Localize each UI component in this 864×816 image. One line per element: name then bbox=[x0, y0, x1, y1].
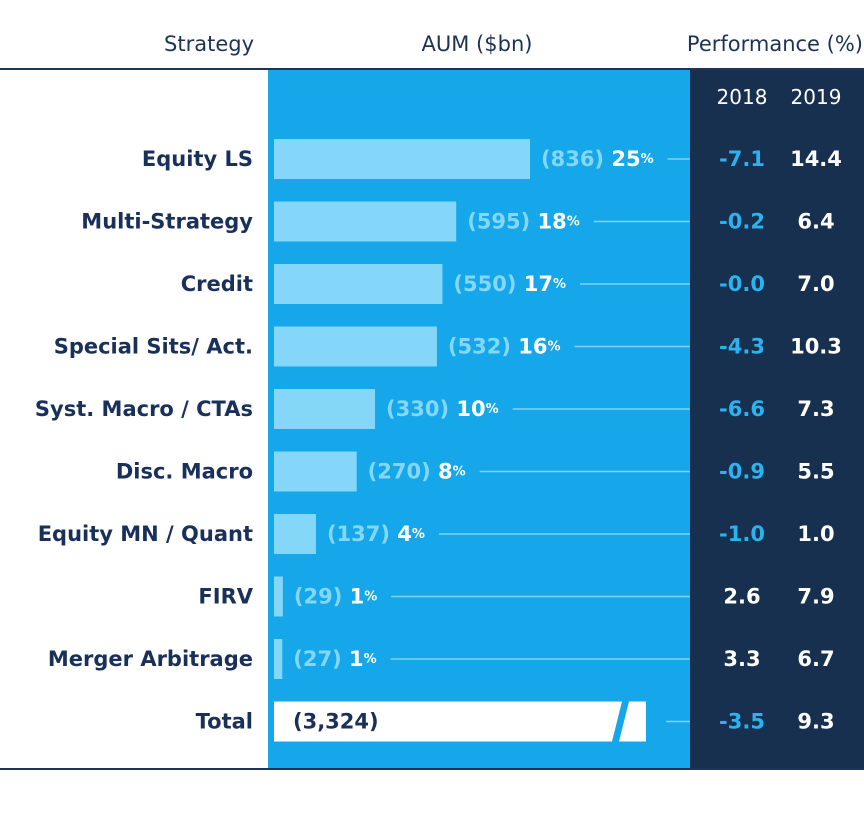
aum-bar bbox=[274, 389, 376, 429]
total-performance-2018: -3.5 bbox=[719, 710, 765, 734]
performance-2018-value: -4.3 bbox=[719, 335, 765, 359]
aum-column-header: AUM ($bn) bbox=[421, 32, 533, 56]
strategy-label: FIRV bbox=[198, 585, 253, 609]
performance-2018-value: -6.6 bbox=[719, 397, 765, 421]
performance-2018-value: -1.0 bbox=[719, 522, 765, 546]
performance-2019-value: 7.9 bbox=[797, 585, 834, 609]
strategy-label: Equity MN / Quant bbox=[38, 522, 253, 546]
performance-2018-value: -0.2 bbox=[719, 210, 765, 234]
performance-column-header: Performance (%) bbox=[686, 32, 863, 56]
aum-bar bbox=[274, 639, 283, 679]
total-aum-label: (3,324) bbox=[293, 710, 379, 734]
performance-2018-value: -7.1 bbox=[719, 147, 765, 171]
strategy-label: Special Sits/ Act. bbox=[54, 335, 253, 359]
performance-2018-value: -0.0 bbox=[719, 272, 765, 296]
header-rule bbox=[0, 68, 864, 70]
strategy-label: Credit bbox=[181, 272, 253, 296]
aum-bar bbox=[274, 201, 457, 242]
performance-2019-value: 7.3 bbox=[797, 397, 834, 421]
aum-bar bbox=[274, 576, 283, 617]
strategy-label: Syst. Macro / CTAs bbox=[35, 397, 253, 421]
performance-2019-value: 6.4 bbox=[797, 210, 834, 234]
aum-bar bbox=[274, 451, 357, 492]
aum-data-label: (836) 25% bbox=[541, 147, 654, 171]
strategy-label: Multi-Strategy bbox=[81, 210, 253, 234]
aum-data-label: (270) 8% bbox=[368, 460, 466, 484]
performance-2019-value: 14.4 bbox=[790, 147, 842, 171]
aum-data-label: (27) 1% bbox=[293, 647, 376, 671]
performance-2018-value: 3.3 bbox=[723, 647, 760, 671]
total-bar bbox=[274, 701, 646, 742]
bottom-rule bbox=[0, 768, 864, 770]
performance-panel-background bbox=[690, 70, 864, 768]
aum-data-label: (29) 1% bbox=[294, 585, 377, 609]
aum-bar bbox=[274, 326, 437, 367]
aum-data-label: (137) 4% bbox=[327, 522, 425, 546]
aum-bar bbox=[274, 139, 530, 179]
aum-data-label: (595) 18% bbox=[467, 210, 580, 234]
aum-data-label: (532) 16% bbox=[448, 335, 561, 359]
aum-data-label: (550) 17% bbox=[453, 272, 566, 296]
aum-bar bbox=[274, 264, 443, 304]
total-performance-2019: 9.3 bbox=[797, 710, 834, 734]
aum-data-label: (330) 10% bbox=[386, 397, 499, 421]
strategy-column-header: Strategy bbox=[164, 32, 254, 56]
year-header-2019: 2019 bbox=[791, 85, 842, 109]
performance-2018-value: -0.9 bbox=[719, 460, 765, 484]
performance-2019-value: 7.0 bbox=[797, 272, 834, 296]
strategy-label: Equity LS bbox=[142, 147, 253, 171]
aum-bar bbox=[274, 514, 316, 554]
performance-2019-value: 1.0 bbox=[797, 522, 834, 546]
total-bar-break-mark bbox=[612, 701, 629, 742]
performance-2019-value: 5.5 bbox=[797, 460, 834, 484]
performance-2019-value: 6.7 bbox=[797, 647, 834, 671]
strategy-label: Disc. Macro bbox=[116, 460, 253, 484]
performance-2019-value: 10.3 bbox=[790, 335, 842, 359]
year-header-2018: 2018 bbox=[717, 85, 768, 109]
total-label: Total bbox=[196, 710, 253, 734]
strategy-label: Merger Arbitrage bbox=[48, 647, 253, 671]
performance-2018-value: 2.6 bbox=[723, 585, 760, 609]
